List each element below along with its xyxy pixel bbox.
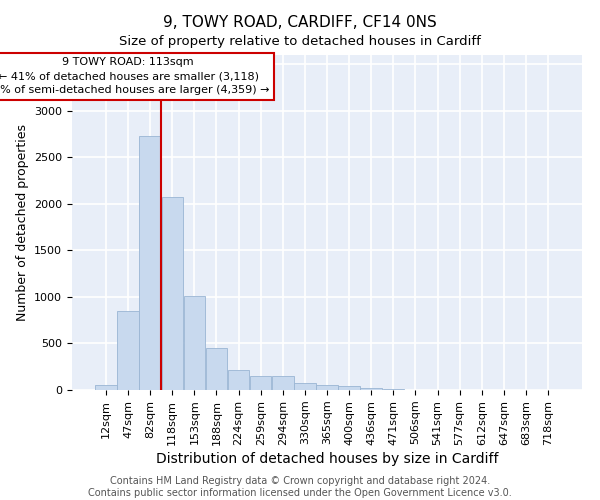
- Bar: [316, 386, 338, 390]
- Bar: [117, 311, 139, 390]
- Bar: [228, 370, 249, 390]
- Bar: [95, 385, 116, 390]
- Text: 9 TOWY ROAD: 113sqm
← 41% of detached houses are smaller (3,118)
58% of semi-det: 9 TOWY ROAD: 113sqm ← 41% of detached ho…: [0, 58, 270, 96]
- Bar: [294, 384, 316, 390]
- Bar: [250, 376, 271, 390]
- Bar: [206, 348, 227, 390]
- Y-axis label: Number of detached properties: Number of detached properties: [16, 124, 29, 321]
- X-axis label: Distribution of detached houses by size in Cardiff: Distribution of detached houses by size …: [156, 452, 498, 466]
- Bar: [338, 386, 360, 390]
- Bar: [272, 376, 293, 390]
- Bar: [161, 197, 183, 390]
- Text: Size of property relative to detached houses in Cardiff: Size of property relative to detached ho…: [119, 35, 481, 48]
- Text: 9, TOWY ROAD, CARDIFF, CF14 0NS: 9, TOWY ROAD, CARDIFF, CF14 0NS: [163, 15, 437, 30]
- Bar: [184, 296, 205, 390]
- Bar: [139, 136, 161, 390]
- Text: Contains HM Land Registry data © Crown copyright and database right 2024.
Contai: Contains HM Land Registry data © Crown c…: [88, 476, 512, 498]
- Bar: [383, 388, 404, 390]
- Bar: [361, 388, 382, 390]
